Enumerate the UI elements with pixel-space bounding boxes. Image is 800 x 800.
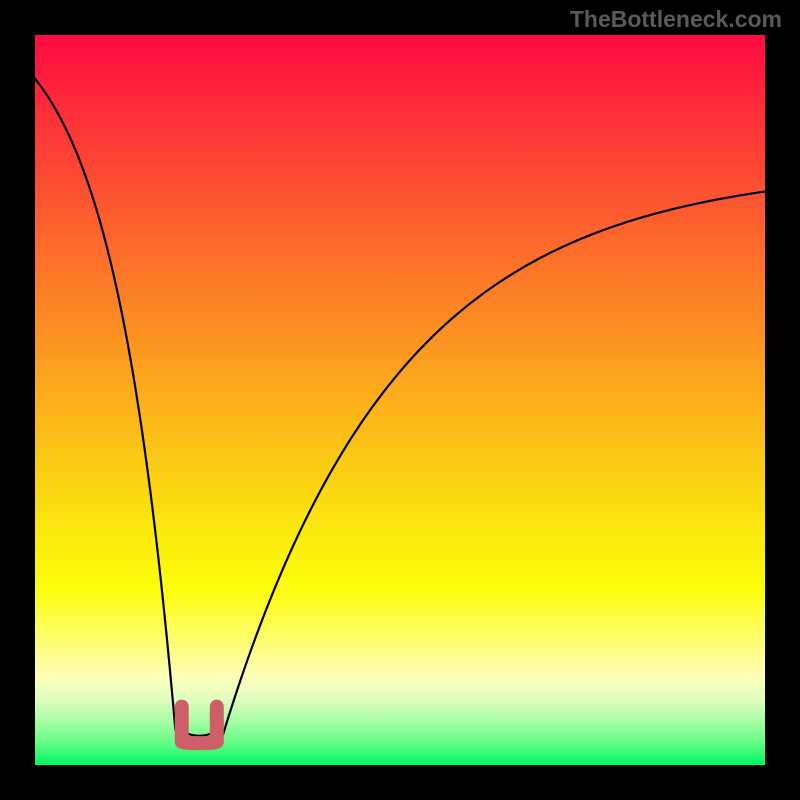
plot-frame <box>35 35 765 765</box>
curve-layer <box>35 35 765 765</box>
bottleneck-curve <box>35 79 765 736</box>
dip-marker-u <box>182 707 217 744</box>
watermark-text: TheBottleneck.com <box>570 6 782 33</box>
chart-container: TheBottleneck.com <box>0 0 800 800</box>
